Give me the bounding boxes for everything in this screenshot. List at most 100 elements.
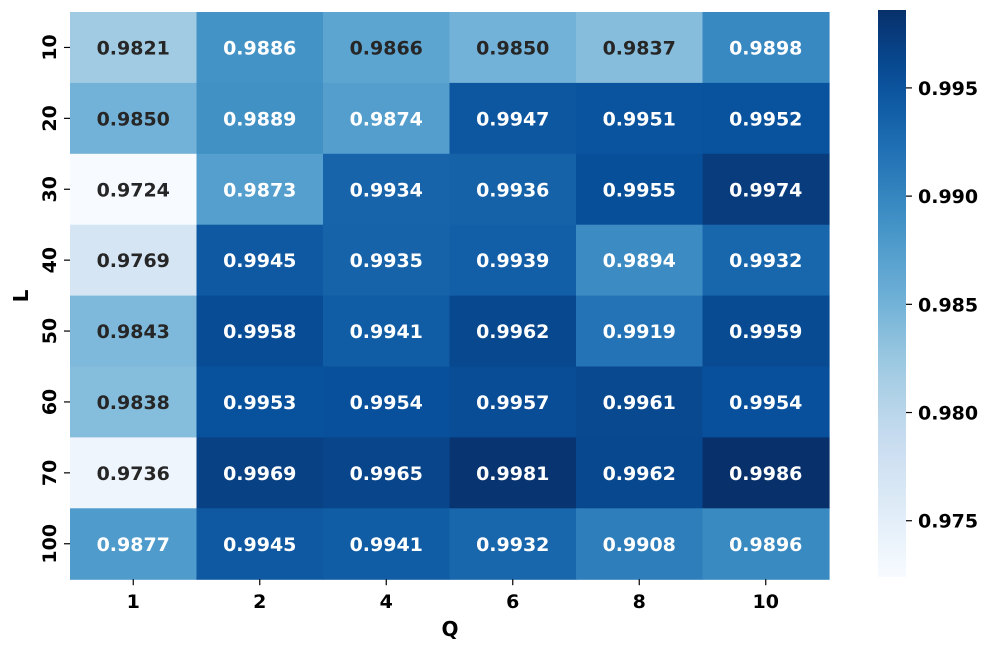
cell-value-label: 0.9936 <box>476 179 549 201</box>
colorbar-ticks: 0.975 0.980 0.985 0.990 0.995 <box>906 78 978 533</box>
colorbar-tick-label: 0.990 <box>918 186 978 208</box>
cell-value-label: 0.9945 <box>223 534 296 556</box>
heatmap-cell-60-8 <box>576 366 704 438</box>
cell-value-label: 0.9951 <box>603 108 676 130</box>
cell-value-label: 0.9945 <box>223 250 296 272</box>
cell-value-label: 0.9896 <box>729 534 802 556</box>
heatmap-cell-30-8 <box>576 153 704 226</box>
cell-value-label: 0.9961 <box>603 392 676 414</box>
cell-value-label: 0.9959 <box>729 321 802 343</box>
x-tick-label: 2 <box>253 591 266 613</box>
cell-value-label: 0.9838 <box>97 392 170 414</box>
cell-value-label: 0.9866 <box>350 37 423 59</box>
cell-value-label: 0.9894 <box>603 250 676 272</box>
heatmap-cell-70-4 <box>323 437 451 509</box>
cell-value-label: 0.9843 <box>97 321 170 343</box>
heatmap-cell-70-6 <box>449 437 577 509</box>
y-axis-ticks: 10 20 30 40 50 60 70 100 <box>39 34 70 564</box>
cell-value-label: 0.9974 <box>729 179 802 201</box>
cell-value-label: 0.9939 <box>476 250 549 272</box>
heatmap-cell-100-4 <box>323 508 451 580</box>
cell-value-label: 0.9947 <box>476 108 549 130</box>
cell-value-label: 0.9969 <box>223 463 296 485</box>
heatmap-cell-60-4 <box>323 366 451 438</box>
cell-value-label: 0.9962 <box>603 463 676 485</box>
colorbar-tick-label: 0.975 <box>918 511 978 533</box>
x-tick-label: 1 <box>127 591 140 613</box>
cell-value-label: 0.9941 <box>350 321 423 343</box>
cell-value-label: 0.9965 <box>350 463 423 485</box>
cell-value-label: 0.9981 <box>476 463 549 485</box>
heatmap-cell-20-4 <box>323 82 451 155</box>
cell-value-label: 0.9736 <box>97 463 170 485</box>
cell-value-label: 0.9908 <box>603 534 676 556</box>
cell-value-label: 0.9821 <box>97 37 170 59</box>
heatmap-cell-20-1 <box>70 82 198 155</box>
y-tick-label: 50 <box>39 318 61 344</box>
heatmap-cell-100-8 <box>576 508 704 580</box>
heatmap-cell-30-2 <box>196 153 324 226</box>
cell-value-label: 0.9874 <box>350 108 423 130</box>
heatmap-cell-20-10 <box>702 82 830 155</box>
cell-value-label: 0.9986 <box>729 463 802 485</box>
heatmap-cell-50-6 <box>449 295 577 368</box>
y-tick-label: 70 <box>39 460 61 486</box>
cell-value-label: 0.9954 <box>350 392 423 414</box>
cell-value-label: 0.9962 <box>476 321 549 343</box>
cell-value-label: 0.9941 <box>350 534 423 556</box>
colorbar-tick-label: 0.995 <box>918 78 978 100</box>
heatmap-cell-40-8 <box>576 224 704 297</box>
heatmap-cell-70-1 <box>70 437 198 509</box>
cell-value-label: 0.9769 <box>97 250 170 272</box>
heatmap-cell-100-2 <box>196 508 324 580</box>
cell-value-label: 0.9934 <box>350 179 423 201</box>
heatmap-cell-30-10 <box>702 153 830 226</box>
heatmap-cell-60-2 <box>196 366 324 438</box>
heatmap-cell-50-4 <box>323 295 451 368</box>
x-axis-label: Q <box>441 617 458 641</box>
cell-value-label: 0.9932 <box>729 250 802 272</box>
cell-value-label: 0.9873 <box>223 179 296 201</box>
cell-value-label: 0.9953 <box>223 392 296 414</box>
cell-value-label: 0.9955 <box>603 179 676 201</box>
y-axis-label: L <box>9 289 33 302</box>
colorbar <box>878 10 906 577</box>
cell-value-label: 0.9877 <box>97 534 170 556</box>
heatmap-cell-30-1 <box>70 153 198 226</box>
y-tick-label: 100 <box>39 524 61 564</box>
x-tick-label: 4 <box>380 591 393 613</box>
heatmap-cell-60-10 <box>702 366 830 438</box>
heatmap-cell-40-4 <box>323 224 451 297</box>
x-tick-label: 8 <box>633 591 646 613</box>
heatmap-cell-20-6 <box>449 82 577 155</box>
heatmap-cell-10-10 <box>702 12 830 84</box>
heatmap-cell-20-8 <box>576 82 704 155</box>
cell-annotations: 0.9821 0.9886 0.9866 0.9850 0.9837 0.9898 0.98… <box>97 37 803 555</box>
heatmap-cell-10-6 <box>449 12 577 84</box>
cell-value-label: 0.9952 <box>729 108 802 130</box>
heatmap-cell-40-10 <box>702 224 830 297</box>
heatmap-cell-70-10 <box>702 437 830 509</box>
cell-value-label: 0.9850 <box>476 37 549 59</box>
heatmap-cells <box>70 12 830 580</box>
heatmap-cell-50-8 <box>576 295 704 368</box>
heatmap-cell-100-10 <box>702 508 830 580</box>
heatmap-cell-20-2 <box>196 82 324 155</box>
y-tick-label: 10 <box>39 34 61 60</box>
cell-value-label: 0.9898 <box>729 37 802 59</box>
heatmap-cell-40-6 <box>449 224 577 297</box>
cell-value-label: 0.9954 <box>729 392 802 414</box>
heatmap-cell-10-8 <box>576 12 704 84</box>
colorbar-tick-label: 0.985 <box>918 294 978 316</box>
cell-value-label: 0.9957 <box>476 392 549 414</box>
heatmap-cell-10-2 <box>196 12 324 84</box>
heatmap-cell-40-2 <box>196 224 324 297</box>
y-tick-label: 40 <box>39 247 61 273</box>
cell-value-label: 0.9724 <box>97 179 170 201</box>
heatmap-cell-50-1 <box>70 295 198 368</box>
cell-value-label: 0.9958 <box>223 321 296 343</box>
heatmap-cell-70-8 <box>576 437 704 509</box>
heatmap-cell-40-1 <box>70 224 198 297</box>
y-tick-label: 60 <box>39 389 61 415</box>
